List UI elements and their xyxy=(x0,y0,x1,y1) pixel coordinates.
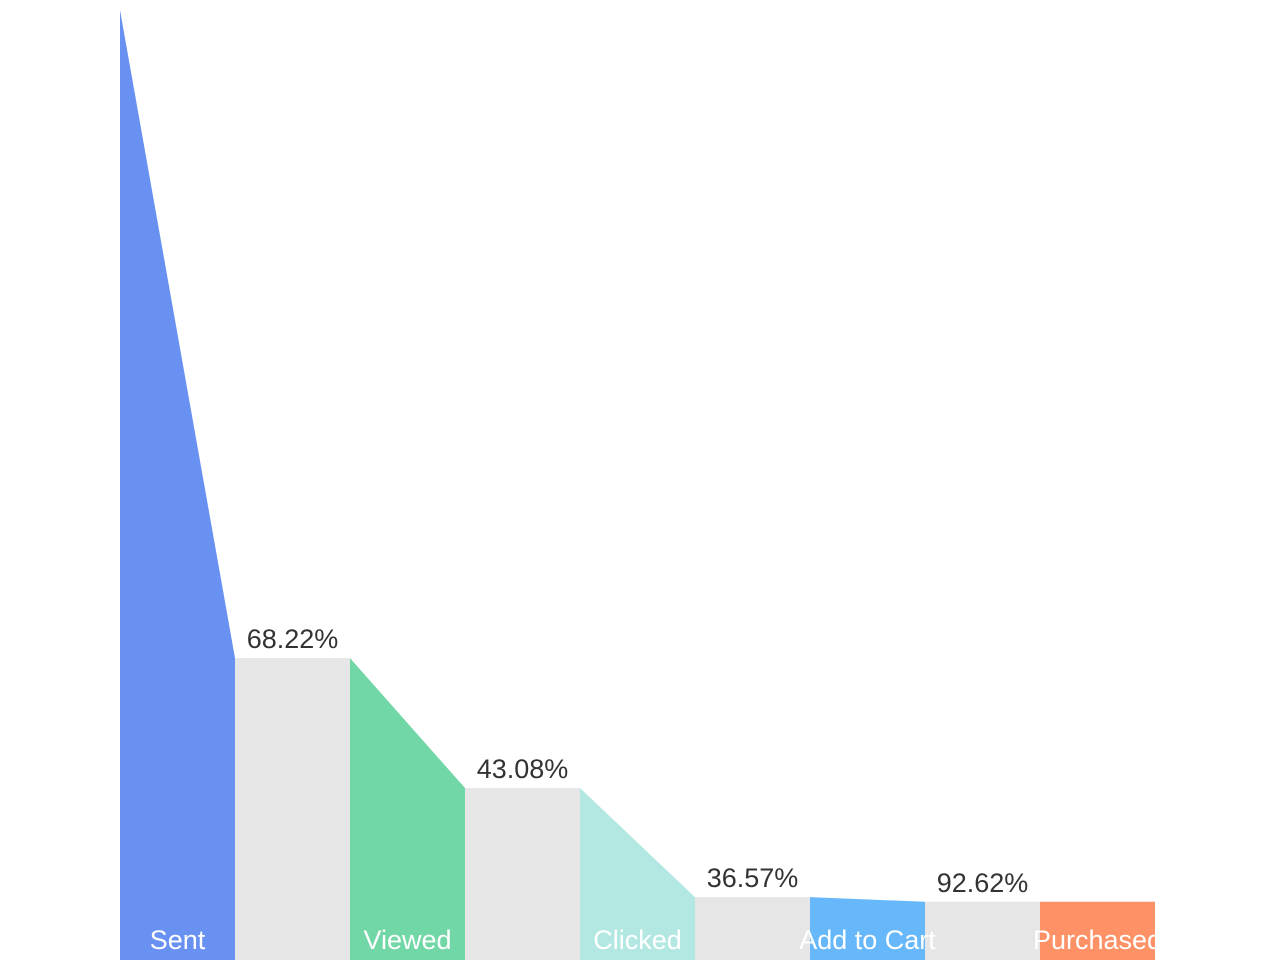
conversion-connector-mark xyxy=(235,658,350,960)
stage-viewed-mark xyxy=(350,658,465,960)
stage-label-purchased: Purchased xyxy=(1033,925,1162,955)
conversion-rate-label: 92.62% xyxy=(937,868,1029,898)
conversion-connector-mark xyxy=(925,901,1040,960)
stage-label-add-to-cart: Add to Cart xyxy=(799,925,936,955)
conversion-connector-mark xyxy=(465,788,580,960)
stage-add-to-cart-mark xyxy=(810,897,925,960)
conversion-rate-label: 43.08% xyxy=(477,754,569,784)
stage-purchased-mark xyxy=(1040,901,1155,960)
stage-sent-mark xyxy=(120,10,235,960)
conversion-connector-mark xyxy=(695,897,810,960)
stage-clicked-mark xyxy=(580,788,695,960)
stage-label-sent: Sent xyxy=(150,925,206,955)
conversion-rate-label: 36.57% xyxy=(707,863,799,893)
stage-label-viewed: Viewed xyxy=(363,925,451,955)
conversion-rate-label: 68.22% xyxy=(247,624,339,654)
chart-labels: Sent 68.22% Viewed 43.08% Clicked 36.57% Add t… xyxy=(150,624,1162,955)
chart-marks xyxy=(120,10,1155,960)
stage-label-clicked: Clicked xyxy=(593,925,682,955)
